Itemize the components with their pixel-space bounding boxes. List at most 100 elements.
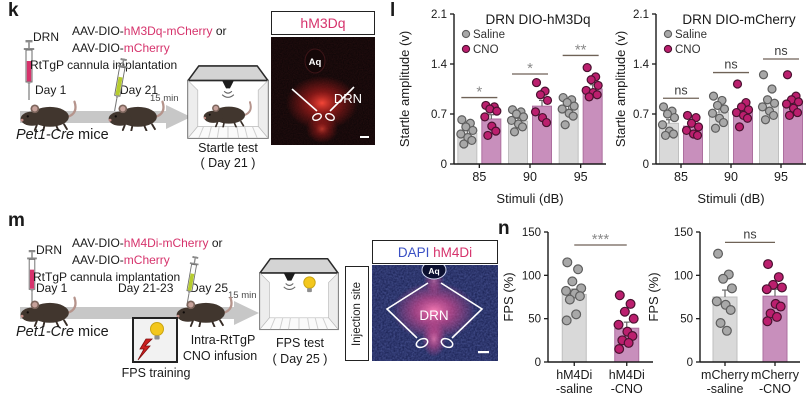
scale-bar bbox=[478, 351, 489, 354]
implant-label-m: RtTgP cannula implantation bbox=[33, 270, 181, 284]
aav1-construct: hM3Dq-mCherry bbox=[123, 24, 213, 38]
infusion-label-2: CNO infusion bbox=[182, 349, 258, 363]
hm3dq-image-title: hM3Dq bbox=[300, 15, 346, 31]
svg-text:Saline: Saline bbox=[675, 29, 707, 41]
panel-m-label: m bbox=[8, 210, 25, 231]
aav1-suffix: or bbox=[212, 24, 227, 38]
dapi-title: DAPI bbox=[397, 244, 430, 260]
aav-line-1-m: AAV-DIO-hM4Di-mCherry or bbox=[72, 236, 223, 251]
svg-text:50: 50 bbox=[528, 314, 541, 326]
aav-line-2: AAV-DIO-mCherry bbox=[72, 41, 170, 56]
mouse-line-label-m: Pet1-Cre mice bbox=[16, 324, 109, 340]
mouse-line-rest-m: mice bbox=[74, 324, 109, 340]
mouse-line-italic: Pet1-Cre bbox=[16, 127, 75, 143]
svg-text:0: 0 bbox=[687, 357, 693, 369]
svg-text:ns: ns bbox=[674, 83, 687, 97]
injection-site-box: Injection site bbox=[345, 266, 369, 361]
aav-line-1: AAV-DIO-hM3Dq-mCherry or bbox=[72, 24, 227, 39]
svg-text:2.1: 2.1 bbox=[633, 9, 649, 21]
svg-text:DRN DIO-mCherry: DRN DIO-mCherry bbox=[682, 12, 795, 27]
aav2-construct-m: mCherry bbox=[123, 253, 170, 267]
aav2-construct: mCherry bbox=[123, 41, 170, 55]
startle-test-label: Startle test bbox=[198, 141, 258, 155]
startle-chamber-icon bbox=[186, 64, 270, 140]
svg-text:95: 95 bbox=[774, 170, 788, 184]
panel-l-label: l bbox=[390, 0, 396, 21]
svg-text:FPS (%): FPS (%) bbox=[646, 272, 661, 321]
svg-text:*: * bbox=[527, 60, 533, 77]
day21-23-label: Day 21-23 bbox=[118, 281, 174, 295]
svg-text:2.1: 2.1 bbox=[431, 9, 447, 21]
implant-label-k: RtTgP cannula implantation bbox=[30, 58, 178, 72]
panel-k-label: k bbox=[8, 0, 19, 21]
svg-text:CNO: CNO bbox=[675, 44, 701, 56]
svg-text:85: 85 bbox=[674, 170, 688, 184]
aav-line-2-m: AAV-DIO-mCherry bbox=[72, 253, 170, 268]
aav1-prefix: AAV-DIO- bbox=[72, 24, 124, 38]
drn-region-label: DRN bbox=[419, 308, 448, 323]
panel-n-label: n bbox=[498, 218, 510, 239]
mouse-icon bbox=[106, 97, 168, 131]
mouse-line-rest: mice bbox=[74, 127, 109, 143]
drn-region-label: DRN bbox=[334, 91, 362, 106]
svg-text:1.4: 1.4 bbox=[431, 59, 448, 71]
drn-label-k: DRN bbox=[33, 30, 59, 44]
svg-text:ns: ns bbox=[774, 44, 787, 58]
aav2-prefix-m: AAV-DIO- bbox=[72, 253, 124, 267]
svg-text:0: 0 bbox=[643, 159, 649, 171]
svg-text:Saline: Saline bbox=[473, 29, 505, 41]
fps-training-label: FPS training bbox=[121, 366, 191, 380]
dapi-hm4di-micrograph: Aq DRN bbox=[372, 265, 498, 361]
svg-text:FPS (%): FPS (%) bbox=[501, 272, 516, 321]
mouse-line-italic-m: Pet1-Cre bbox=[16, 324, 75, 340]
hm4di-title: hM4Di bbox=[433, 244, 473, 260]
svg-text:hM4Di-saline: hM4Di -saline bbox=[556, 368, 593, 396]
mouse-icon bbox=[18, 97, 80, 131]
svg-text:ns: ns bbox=[724, 58, 737, 72]
fps-test-day: ( Day 25 ) bbox=[272, 352, 328, 366]
chart-startle-hm3dq: * 85 * 90 ** 95 Stimuli (dB) DRN DIO-hM3Dq Salin… bbox=[397, 9, 606, 206]
svg-text:DRN DIO-hM3Dq: DRN DIO-hM3Dq bbox=[485, 12, 590, 27]
svg-text:1.4: 1.4 bbox=[633, 59, 650, 71]
svg-text:150: 150 bbox=[674, 227, 693, 239]
svg-text:0.7: 0.7 bbox=[633, 109, 649, 121]
hm3dq-micrograph: Aq DRN bbox=[271, 37, 375, 145]
aav1-prefix-m: AAV-DIO- bbox=[72, 236, 124, 250]
svg-text:hM4Di-CNO: hM4Di -CNO bbox=[609, 368, 645, 396]
svg-text:50: 50 bbox=[680, 314, 693, 326]
dapi-image-title-box: DAPI hM4Di bbox=[372, 240, 498, 264]
svg-text:Startle amplitude (v): Startle amplitude (v) bbox=[613, 31, 628, 147]
scale-bar bbox=[360, 136, 369, 138]
mouse-icon bbox=[18, 293, 80, 327]
svg-text:85: 85 bbox=[472, 170, 486, 184]
svg-text:Stimuli (dB): Stimuli (dB) bbox=[496, 191, 563, 206]
svg-text:90: 90 bbox=[724, 170, 738, 184]
svg-text:0.7: 0.7 bbox=[431, 109, 447, 121]
svg-text:100: 100 bbox=[674, 270, 693, 282]
svg-text:Startle amplitude (v): Startle amplitude (v) bbox=[397, 31, 412, 147]
aav2-prefix: AAV-DIO- bbox=[72, 41, 124, 55]
duration-label-k: 15 min bbox=[150, 93, 179, 104]
svg-text:ns: ns bbox=[743, 227, 756, 241]
svg-text:***: *** bbox=[592, 231, 610, 248]
fps-test-label: FPS test bbox=[276, 336, 324, 350]
svg-text:**: ** bbox=[575, 41, 587, 58]
svg-text:*: * bbox=[476, 84, 482, 101]
svg-text:95: 95 bbox=[574, 170, 588, 184]
injection-site-label: Injection site bbox=[351, 281, 363, 346]
day1-label-k: Day 1 bbox=[35, 83, 67, 97]
svg-text:100: 100 bbox=[522, 270, 541, 282]
aav1-construct-m: hM4Di-mCherry bbox=[123, 236, 209, 250]
svg-text:Stimuli (dB): Stimuli (dB) bbox=[697, 191, 764, 206]
drn-label-m: DRN bbox=[36, 243, 62, 257]
svg-text:90: 90 bbox=[523, 170, 537, 184]
day25-label: Day 25 bbox=[190, 281, 229, 295]
svg-text:CNO: CNO bbox=[473, 44, 499, 56]
aav1-suffix-m: or bbox=[208, 236, 223, 250]
aq-label: Aq bbox=[428, 266, 439, 276]
chart-fps-hm4di: hM4Di -saline hM4Di -CNO *** 0 50 100 150 FPS (%) bbox=[501, 227, 653, 396]
day21-label-k: Day 21 bbox=[120, 83, 159, 97]
mouse-line-label-k: Pet1-Cre mice bbox=[16, 127, 109, 143]
